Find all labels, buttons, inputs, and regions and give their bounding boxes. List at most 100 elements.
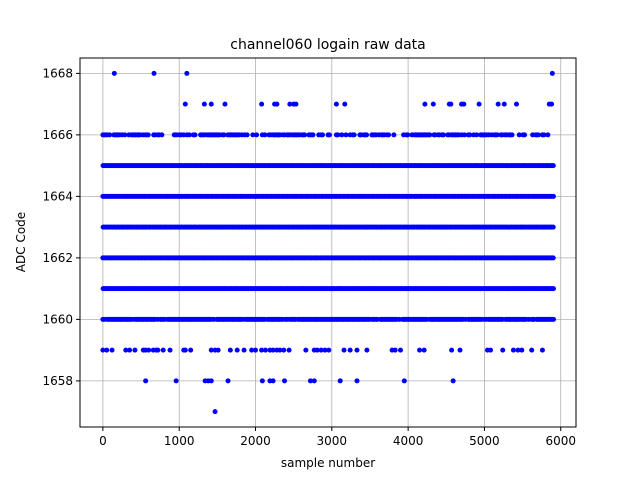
data-point xyxy=(529,347,535,353)
data-point xyxy=(208,101,214,107)
data-point xyxy=(343,132,349,138)
data-point xyxy=(422,101,428,107)
data-point xyxy=(354,378,360,384)
data-point xyxy=(227,347,233,353)
data-point xyxy=(467,132,473,138)
data-point xyxy=(186,132,192,138)
data-point xyxy=(277,347,283,353)
data-point xyxy=(430,101,436,107)
y-tick-label: 1668 xyxy=(42,66,73,80)
data-point xyxy=(474,132,480,138)
data-point xyxy=(262,347,268,353)
data-point xyxy=(293,101,299,107)
y-tick-label: 1664 xyxy=(42,189,73,203)
data-point xyxy=(151,70,157,76)
data-point xyxy=(427,132,433,138)
data-point xyxy=(241,347,247,353)
data-point xyxy=(510,347,516,353)
data-point xyxy=(516,132,522,138)
data-point xyxy=(392,347,398,353)
data-point xyxy=(391,132,397,138)
y-axis-label: ADC Code xyxy=(14,212,28,272)
data-point xyxy=(501,101,507,107)
y-tick-label: 1662 xyxy=(42,251,73,265)
data-point xyxy=(342,101,348,107)
data-point xyxy=(339,132,345,138)
data-point xyxy=(160,347,166,353)
data-point xyxy=(188,347,194,353)
data-point xyxy=(222,101,228,107)
data-point xyxy=(494,132,500,138)
data-point xyxy=(259,101,265,107)
data-point xyxy=(286,347,292,353)
data-point xyxy=(167,347,173,353)
data-point xyxy=(234,347,240,353)
data-point xyxy=(326,132,332,138)
data-point xyxy=(310,132,316,138)
data-point xyxy=(326,347,332,353)
data-point xyxy=(249,347,255,353)
data-point xyxy=(457,347,463,353)
data-point xyxy=(111,70,117,76)
data-point xyxy=(354,347,360,353)
data-point xyxy=(132,347,138,353)
data-point xyxy=(122,132,128,138)
data-point xyxy=(539,347,545,353)
data-point xyxy=(208,378,214,384)
data-point xyxy=(208,347,214,353)
data-point xyxy=(201,101,207,107)
data-point xyxy=(519,347,525,353)
x-tick-label: 3000 xyxy=(317,434,348,448)
plot-frame xyxy=(79,57,577,428)
data-point xyxy=(259,378,265,384)
data-point xyxy=(341,347,347,353)
data-point xyxy=(104,347,110,353)
data-point xyxy=(488,347,494,353)
data-point xyxy=(522,132,528,138)
data-point xyxy=(333,101,339,107)
data-point xyxy=(449,347,455,353)
data-point xyxy=(270,378,276,384)
axis-ticks: 0 1000 2000 3000 4000 5000 6000 1658 1660 1662 166… xyxy=(42,66,576,448)
x-tick-label: 1000 xyxy=(164,434,195,448)
data-point xyxy=(127,347,133,353)
data-point xyxy=(440,132,446,138)
x-tick-label: 4000 xyxy=(393,434,424,448)
data-point xyxy=(259,347,265,353)
data-point xyxy=(500,347,506,353)
data-point xyxy=(347,347,353,353)
data-point xyxy=(212,409,218,415)
data-point xyxy=(476,101,482,107)
data-point xyxy=(550,193,556,199)
data-point xyxy=(545,132,551,138)
data-point xyxy=(551,316,557,322)
data-point xyxy=(550,163,556,169)
data-point xyxy=(302,132,308,138)
data-point xyxy=(155,347,161,353)
data-point xyxy=(146,347,152,353)
data-point xyxy=(307,378,313,384)
data-point xyxy=(225,378,231,384)
data-point xyxy=(192,132,198,138)
data-point xyxy=(215,347,221,353)
chart-title: channel060 logain raw data xyxy=(230,37,425,53)
data-point xyxy=(143,378,149,384)
data-point xyxy=(549,101,555,107)
data-point xyxy=(311,378,317,384)
data-point xyxy=(314,347,320,353)
data-point xyxy=(351,132,357,138)
x-tick-label: 5000 xyxy=(469,434,500,448)
y-tick-label: 1658 xyxy=(42,374,73,388)
data-point xyxy=(550,286,556,292)
data-point xyxy=(421,347,427,353)
x-tick-label: 2000 xyxy=(240,434,271,448)
data-point xyxy=(100,347,106,353)
data-point xyxy=(182,101,188,107)
x-axis-label: sample number xyxy=(281,456,375,470)
y-tick-label: 1666 xyxy=(42,128,73,142)
data-point xyxy=(541,132,547,138)
data-point xyxy=(221,132,227,138)
data-points xyxy=(100,70,557,415)
data-point xyxy=(253,347,259,353)
data-point xyxy=(364,347,370,353)
